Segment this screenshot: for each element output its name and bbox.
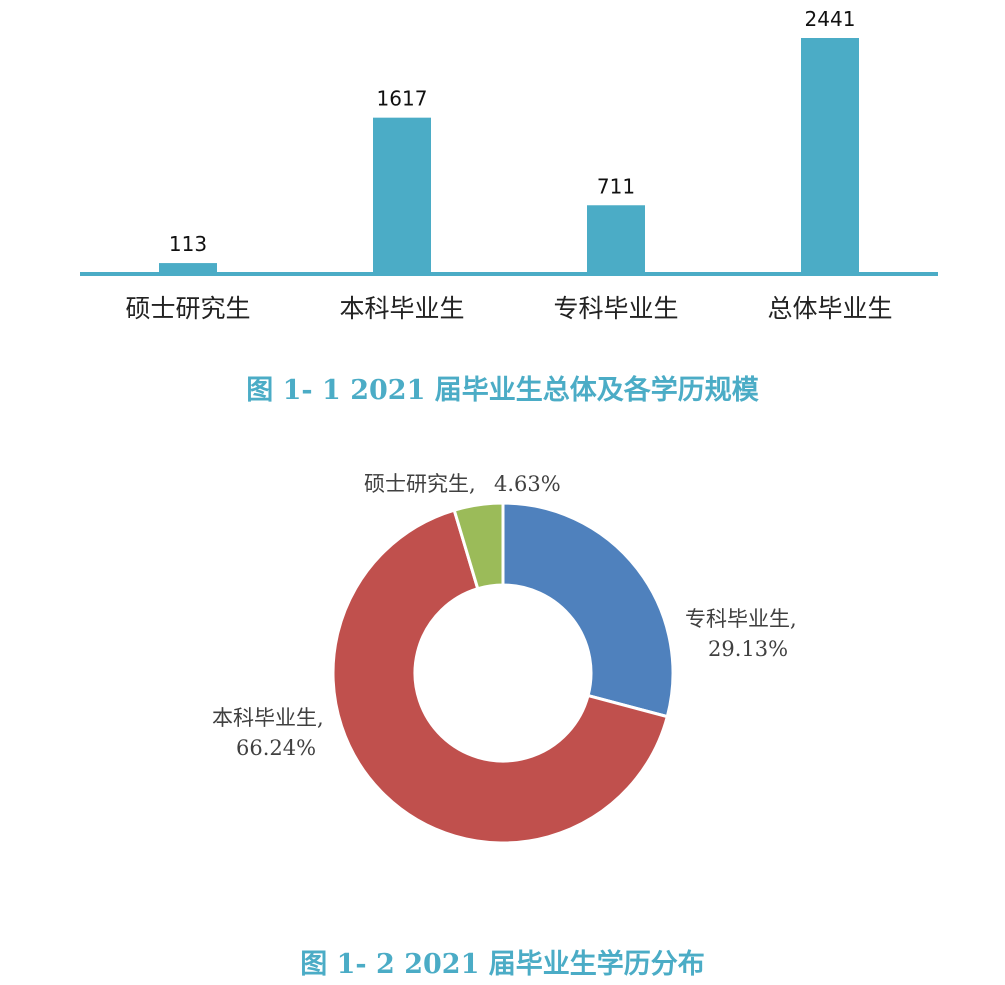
bar-category-label: 专科毕业生 (553, 294, 678, 323)
donut-slice (501, 501, 675, 719)
bar (801, 38, 859, 274)
bar (159, 263, 217, 274)
bar-chart: 113 硕士研究生 1617 本科毕业生 711 专科毕业生 2441 总体毕业生 (80, 7, 938, 323)
bar-value-label: 2441 (805, 7, 856, 31)
bar-group: 113 硕士研究生 1617 本科毕业生 711 专科毕业生 2441 总体毕业生 (125, 7, 892, 323)
pie-label-benke-value: 66.24% (236, 736, 316, 760)
donut-slice (331, 508, 670, 845)
figure-2-caption: 图 1- 2 2021 届毕业生学历分布 (300, 949, 705, 980)
bar-value-label: 1617 (377, 87, 428, 111)
bar-category-label: 总体毕业生 (767, 294, 892, 323)
donut-group (331, 501, 675, 845)
figure-1-caption: 图 1- 1 2021 届毕业生总体及各学历规模 (246, 375, 759, 406)
bar-value-label: 711 (597, 174, 635, 198)
donut-labels: 专科毕业生, 29.13% 本科毕业生, 66.24% 硕士研究生, 4.63% (212, 472, 797, 760)
bar (373, 117, 431, 274)
bar-category-label: 硕士研究生 (125, 294, 250, 323)
pie-label-shuoshi-name: 硕士研究生, (364, 472, 476, 496)
bar (587, 205, 645, 274)
donut-chart: 专科毕业生, 29.13% 本科毕业生, 66.24% 硕士研究生, 4.63% (212, 472, 797, 845)
pie-label-zhuanke-name: 专科毕业生, (685, 607, 797, 631)
pie-label-benke-name: 本科毕业生, (212, 706, 324, 730)
donut-slice (452, 501, 505, 591)
pie-label-shuoshi-value: 4.63% (494, 472, 561, 496)
bar-category-label: 本科毕业生 (339, 294, 464, 323)
pie-label-zhuanke-value: 29.13% (708, 637, 788, 661)
bar-value-label: 113 (169, 232, 207, 256)
